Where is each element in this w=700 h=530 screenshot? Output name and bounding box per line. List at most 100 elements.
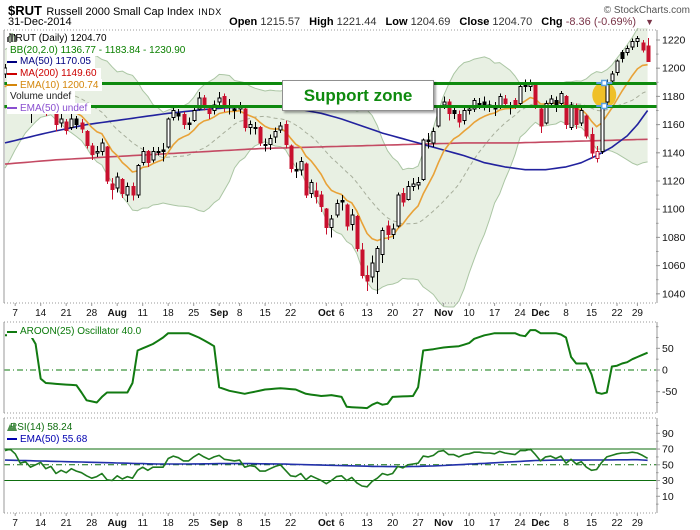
legend-row-volume[interactable]: Volume undef (7, 34, 76, 103)
date-label: Nov (434, 518, 453, 529)
ohlc-quote: Open 1215.57 High 1221.44 Low 1204.69 Cl… (229, 16, 654, 28)
price-axis-label: 1140 (662, 147, 685, 159)
legend-row-rsi[interactable]: RSI(14) 58.24 (7, 422, 77, 434)
low-label: Low (385, 16, 408, 28)
date-label: 7 (12, 518, 18, 529)
legend-price-label: $RUT (Daily) 1204.70 (10, 33, 107, 45)
date-label: 22 (285, 308, 297, 319)
price-axis-label: 1160 (662, 119, 685, 131)
date-label: 24 (515, 308, 527, 319)
date-label: 25 (188, 308, 200, 319)
date-label: 7 (12, 308, 18, 319)
date-label: 27 (413, 518, 425, 529)
date-label: 6 (339, 308, 345, 319)
index-name: Russell 2000 Small Cap Index (46, 6, 194, 18)
legend-row-ema50[interactable]: EMA(50) undef (7, 102, 92, 115)
date-label: Dec (531, 518, 550, 529)
ema10-line-icon (7, 84, 17, 87)
date-label: Sep (210, 308, 228, 319)
ma50-line-icon (7, 60, 17, 63)
legend-row-bb[interactable]: BB(20,2.0) 1136.77 - 1183.84 - 1230.90 (7, 33, 190, 57)
rsi-axis-label: 90 (662, 428, 674, 440)
date-label: 21 (61, 308, 73, 319)
date-label: 20 (387, 308, 399, 319)
down-arrow-icon: ▼ (645, 17, 654, 27)
date-label: 10 (464, 518, 476, 529)
date-label: Nov (434, 308, 453, 319)
price-axis-label: 1120 (662, 176, 685, 188)
legend-rsi-ema-label: EMA(50) 55.68 (20, 433, 88, 445)
legend-row-ma200[interactable]: MA(200) 1149.60 (7, 67, 101, 80)
rsi-panel (4, 448, 657, 488)
rsi-axis: 90 70 50 30 10 (656, 424, 674, 505)
date-label: 18 (163, 518, 175, 529)
aroon-axis: 50 0 -50 (656, 326, 677, 403)
rsi-panel-frame (3, 417, 658, 514)
date-label: 8 (237, 308, 243, 319)
rsi-ema-line (4, 458, 648, 468)
legend-row-rsi-ema[interactable]: EMA(50) 55.68 (7, 433, 92, 446)
date-label: 15 (586, 308, 598, 319)
date-label: 8 (237, 518, 243, 529)
aroon-line (5, 329, 648, 410)
legend-ma50-label: MA(50) 1170.05 (20, 56, 91, 68)
rsi-axis-label: 10 (662, 491, 674, 503)
price-axis: 1220 1200 1180 1160 1140 1120 1100 1080 1060 1040 (656, 35, 686, 300)
legend-ma200-label: MA(200) 1149.60 (20, 68, 97, 80)
aroon-axis-label: 50 (662, 343, 674, 355)
annotation-handle[interactable] (601, 79, 608, 87)
annotation-handle[interactable] (601, 102, 608, 110)
symbol: $RUT (8, 3, 42, 18)
legend-row-price[interactable]: $RUT (Daily) 1204.70 (7, 33, 111, 45)
legend-row-aroon[interactable]: AROON(25) Oscillator 40.0 (7, 326, 146, 338)
aroon-axis-label: -50 (662, 386, 677, 398)
legend-row-ema10[interactable]: EMA(10) 1200.74 (7, 79, 103, 91)
support-zone-label: Support zone (303, 85, 413, 105)
date-label: Dec (531, 308, 550, 319)
date-label: 29 (632, 308, 644, 319)
ma50-line (4, 105, 649, 171)
ema10-line (4, 63, 648, 242)
rsi-ema-line-icon (7, 438, 17, 441)
aroon-line-icon (7, 330, 17, 333)
date-label: 24 (515, 518, 527, 529)
date-label: 11 (138, 308, 149, 319)
chg-value: -8.36 (-0.69%) (565, 16, 637, 28)
aroon-legend: AROON(25) Oscillator 40.0 (7, 326, 146, 338)
date-label: 22 (285, 518, 297, 529)
aroon-panel (4, 329, 657, 410)
date-label: 28 (86, 308, 98, 319)
date-label: 14 (35, 308, 47, 319)
ma200-line-icon (7, 72, 17, 75)
chart-date: 31-Dec-2014 (8, 16, 72, 28)
price-axis-label: 1080 (662, 232, 686, 244)
support-zone-annotation[interactable]: Support zone (282, 80, 434, 111)
legend-rsi-label: RSI(14) 58.24 (10, 422, 73, 434)
legend-aroon-label: AROON(25) Oscillator 40.0 (20, 326, 142, 338)
date-label: 14 (35, 518, 47, 529)
date-label: 13 (362, 518, 374, 529)
price-axis-label: 1060 (662, 260, 686, 272)
high-label: High (309, 16, 334, 28)
highlight-ellipse[interactable] (592, 81, 617, 108)
date-label: 8 (563, 518, 569, 529)
close-value: 1204.70 (492, 16, 533, 28)
rsi-line (4, 448, 648, 488)
legend-volume-label: Volume undef (10, 91, 72, 103)
date-label: 18 (163, 308, 175, 319)
date-axis-main: 7 14 21 28 Aug 11 18 25 Sep 8 15 22 Oct 6 13 20 27 Nov 10 1… (12, 308, 643, 319)
legend-row-ma50[interactable]: MA(50) 1170.05 (7, 56, 95, 68)
legend-bb-label: BB(20,2.0) 1136.77 - 1183.84 - 1230.90 (10, 44, 186, 56)
ema50-line-icon (7, 107, 17, 110)
main-legend: $RUT (Daily) 1204.70 BB(20,2.0) 1136.77 … (7, 33, 190, 115)
open-value: 1215.57 (260, 16, 301, 28)
date-label: Oct (318, 308, 335, 319)
quote-line: 31-Dec-2014 Open 1215.57 High 1221.44 Lo… (8, 16, 698, 28)
rsi-axis-label: 70 (662, 444, 674, 456)
close-label: Close (459, 16, 490, 28)
rsi-legend: RSI(14) 58.24 EMA(50) 55.68 (7, 422, 92, 446)
ma200-line (4, 138, 648, 165)
bollinger-band-area (5, 20, 648, 307)
chg-label: Chg (541, 16, 563, 28)
